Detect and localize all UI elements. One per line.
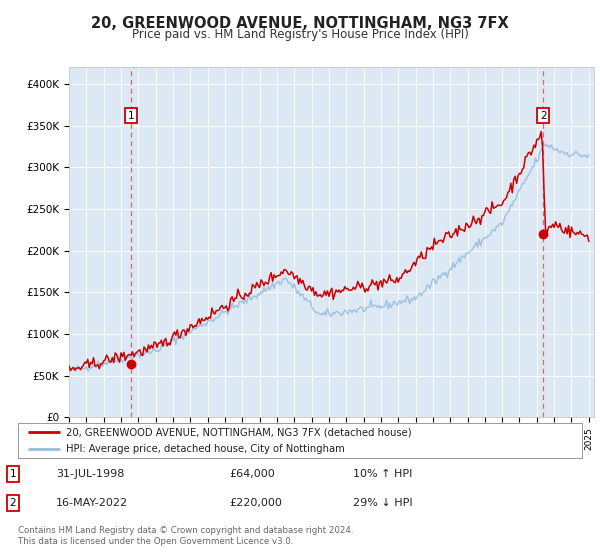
Text: 2: 2: [10, 498, 16, 508]
Text: 1: 1: [128, 110, 134, 120]
Text: 31-JUL-1998: 31-JUL-1998: [56, 469, 124, 479]
Text: 20, GREENWOOD AVENUE, NOTTINGHAM, NG3 7FX (detached house): 20, GREENWOOD AVENUE, NOTTINGHAM, NG3 7F…: [66, 427, 412, 437]
Text: 29% ↓ HPI: 29% ↓ HPI: [353, 498, 413, 508]
Text: 16-MAY-2022: 16-MAY-2022: [56, 498, 128, 508]
Text: 10% ↑ HPI: 10% ↑ HPI: [353, 469, 412, 479]
Point: [538, 230, 548, 239]
Point: [126, 360, 136, 368]
Text: Contains HM Land Registry data © Crown copyright and database right 2024.
This d: Contains HM Land Registry data © Crown c…: [18, 526, 353, 546]
Text: 2: 2: [540, 110, 547, 120]
Text: 1: 1: [10, 469, 16, 479]
Text: 20, GREENWOOD AVENUE, NOTTINGHAM, NG3 7FX: 20, GREENWOOD AVENUE, NOTTINGHAM, NG3 7F…: [91, 16, 509, 31]
Text: £64,000: £64,000: [229, 469, 275, 479]
Text: HPI: Average price, detached house, City of Nottingham: HPI: Average price, detached house, City…: [66, 444, 344, 454]
Text: £220,000: £220,000: [229, 498, 283, 508]
Text: Price paid vs. HM Land Registry's House Price Index (HPI): Price paid vs. HM Land Registry's House …: [131, 28, 469, 41]
